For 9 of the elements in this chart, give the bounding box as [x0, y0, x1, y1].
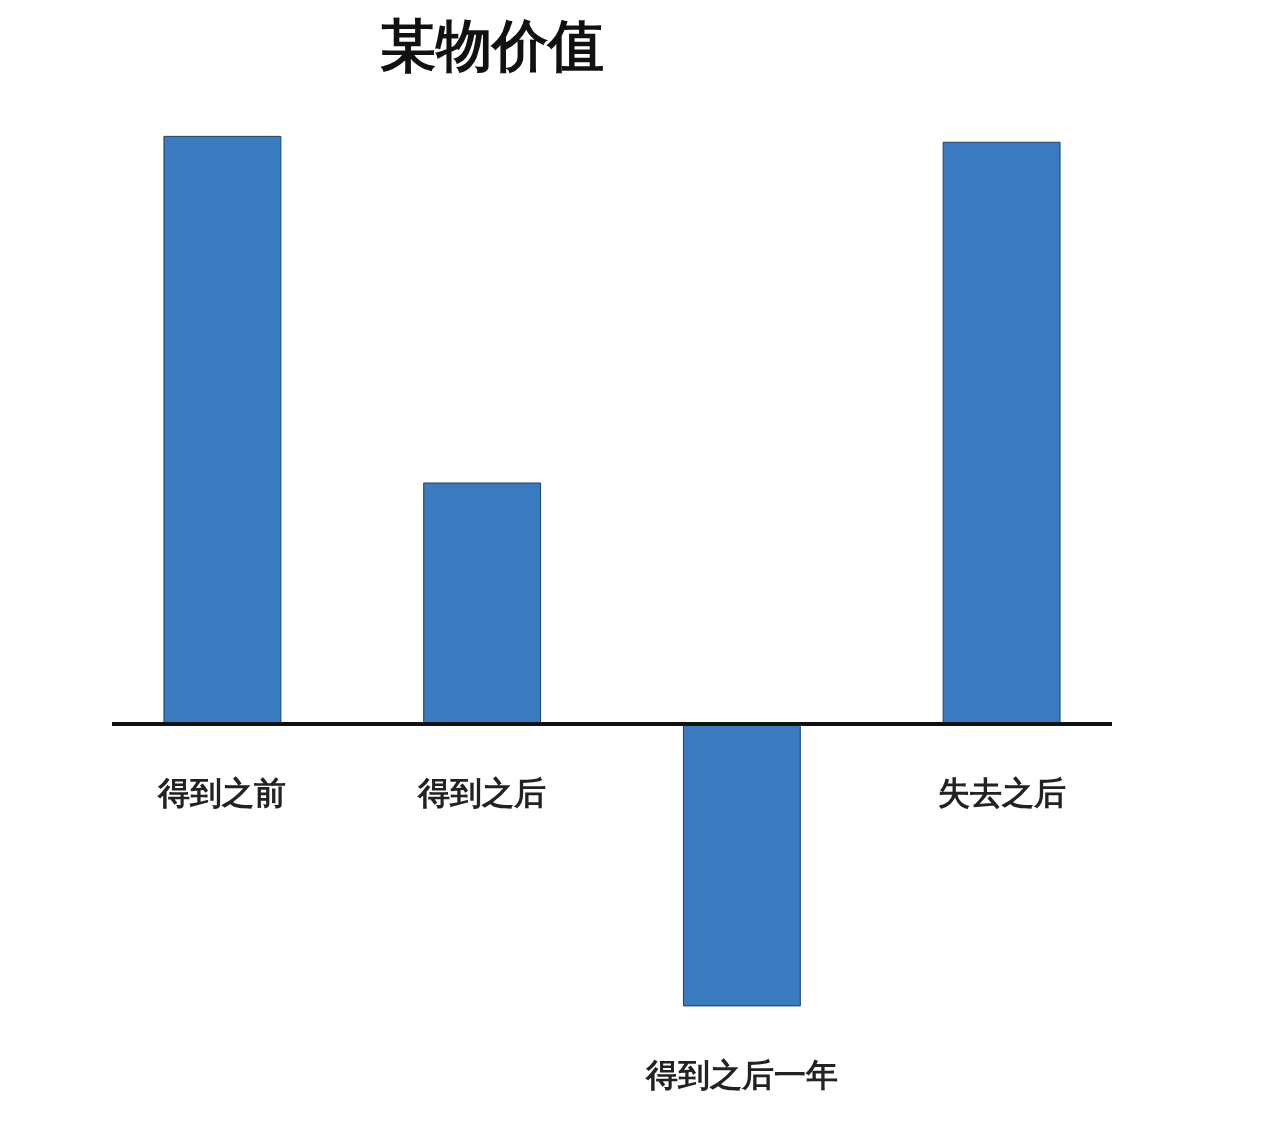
x-tick-label: 失去之后 — [937, 773, 1066, 812]
x-tick-label: 得到之后一年 — [644, 1055, 838, 1094]
bar — [423, 482, 542, 725]
x-tick-label: 得到之前 — [157, 773, 287, 812]
chart-title: 某物价值 — [380, 13, 604, 78]
bar — [942, 141, 1061, 725]
x-tick-label: 得到之后 — [417, 773, 547, 812]
bar — [682, 723, 801, 1007]
bar — [163, 135, 282, 725]
